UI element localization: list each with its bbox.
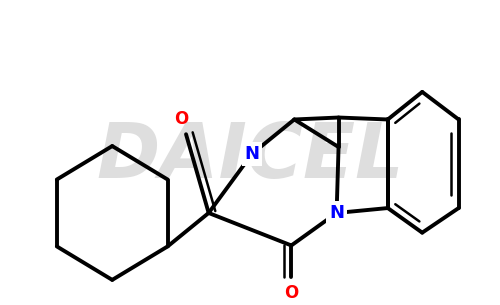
Text: N: N — [329, 204, 344, 222]
Text: O: O — [284, 284, 298, 302]
Text: N: N — [244, 145, 260, 163]
Text: O: O — [174, 110, 188, 128]
Text: DAICEL: DAICEL — [96, 120, 404, 195]
